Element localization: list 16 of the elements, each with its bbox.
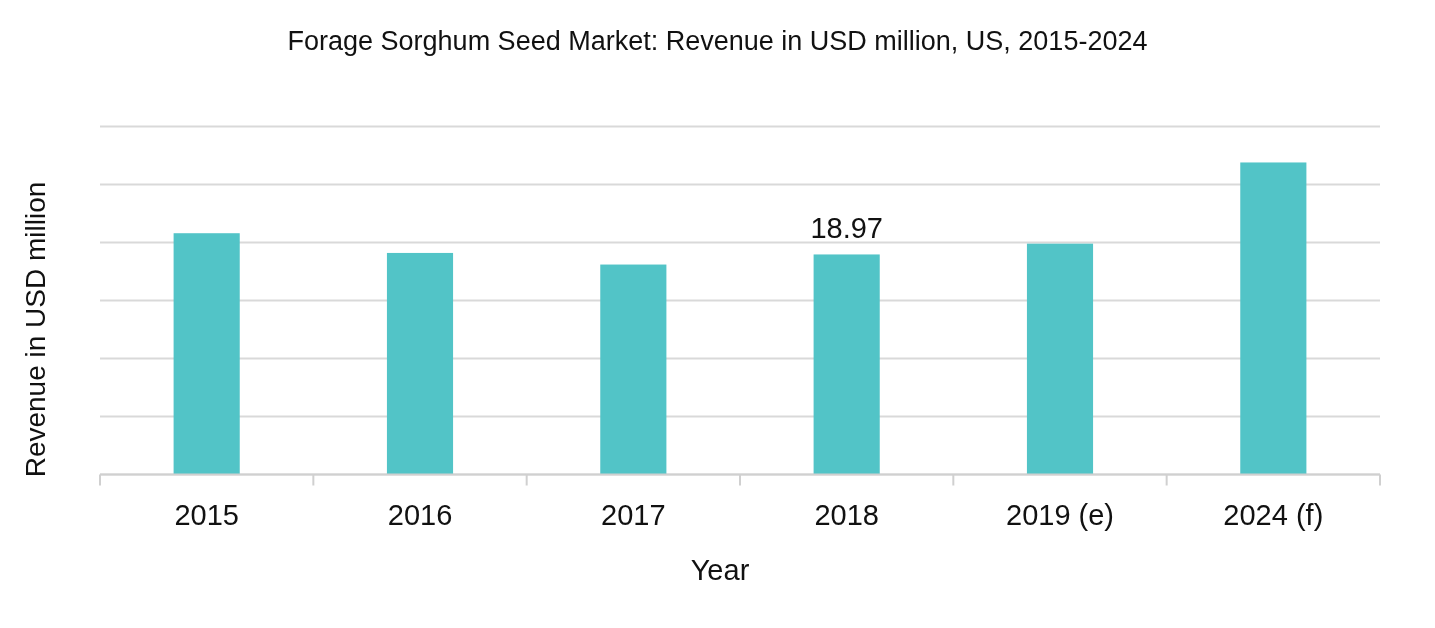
bar — [173, 233, 240, 475]
x-tick-label: 2015 — [174, 499, 239, 532]
x-tick-label: 2018 — [814, 499, 879, 532]
x-tick-label: 2024 (f) — [1223, 499, 1324, 532]
y-axis-title: Revenue in USD million — [20, 181, 51, 478]
chart-title: Forage Sorghum Seed Market: Revenue in USD million, US, 2015-2024 — [287, 26, 1148, 56]
bar — [1240, 162, 1307, 475]
bar — [386, 252, 454, 475]
x-tick-label: 2017 — [601, 499, 666, 532]
bar — [1026, 243, 1094, 475]
x-tick-label: 2019 (e) — [1005, 499, 1115, 532]
bar — [813, 254, 880, 475]
x-axis-title: Year — [690, 554, 750, 586]
data-label: 18.97 — [810, 212, 883, 245]
x-tick-label: 2016 — [387, 499, 453, 532]
bar — [600, 264, 667, 475]
